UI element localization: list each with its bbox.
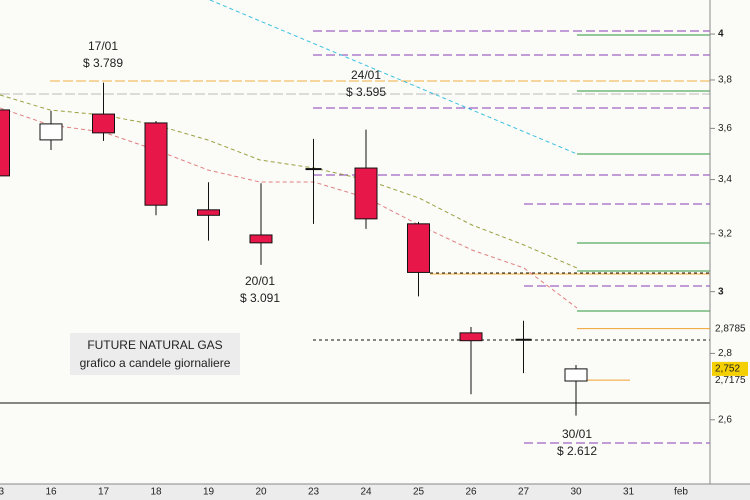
legend-box: FUTURE NATURAL GAS grafico a candele gio…: [70, 333, 240, 375]
candle-body: [144, 122, 168, 206]
x-tick-label: 18: [150, 487, 162, 498]
legend-box-bg: [70, 333, 240, 375]
x-tick-label: 24: [360, 487, 372, 498]
x-axis-band: [0, 484, 750, 500]
y-tick-label: 3,6: [718, 123, 732, 134]
annotation-date: 24/01: [351, 68, 381, 82]
moving-average: [0, 94, 578, 269]
indicator-lines: [0, 0, 710, 444]
annotation-price: $ 3.091: [240, 291, 280, 305]
marker-box: [712, 361, 748, 376]
y-tick-label: 3,8: [718, 75, 732, 86]
candle-body: [0, 109, 10, 177]
x-tick-label: 13: [0, 487, 4, 498]
trend-line: [209, 0, 578, 155]
marker-label: 2,8785: [715, 323, 746, 334]
x-tick-label: 16: [45, 487, 57, 498]
y-tick-label: 3,4: [718, 174, 732, 185]
x-tick-label: 19: [203, 487, 215, 498]
x-tick-label: 31: [623, 487, 635, 498]
x-tick-label: 30: [570, 487, 582, 498]
legend-line: grafico a candele giornaliere: [80, 356, 231, 370]
candle-body: [564, 368, 588, 382]
annotation-date: 30/01: [562, 427, 592, 441]
annotation-date: 20/01: [245, 274, 275, 288]
y-tick-label: 4: [718, 29, 724, 40]
annotation-price: $ 3.789: [83, 56, 123, 70]
annotation-price: $ 2.612: [557, 444, 597, 458]
legend-line: FUTURE NATURAL GAS: [87, 338, 222, 352]
candle-body: [92, 113, 115, 134]
x-tick-label: 26: [465, 487, 477, 498]
y-tick-label: 3: [718, 286, 724, 297]
candle-body: [39, 123, 63, 141]
y-tick-label: 2,6: [718, 414, 732, 425]
x-tick-label: 27: [518, 487, 530, 498]
y-tick-label: 2,8: [718, 348, 732, 359]
x-tick-label: 20: [255, 487, 267, 498]
x-tick-label: 23: [308, 487, 320, 498]
candle-body: [459, 332, 483, 342]
candle-body: [249, 234, 273, 244]
annotation-price: $ 3.595: [346, 85, 386, 99]
y-tick-label: 3,2: [718, 228, 732, 239]
marker-label: 2,7175: [715, 375, 746, 386]
candle-body: [354, 167, 378, 220]
annotation-date: 17/01: [88, 39, 118, 53]
x-tick-label: feb: [674, 487, 688, 498]
x-tick-label: 17: [98, 487, 110, 498]
marker-label: 2,752: [715, 364, 740, 375]
candle-body: [407, 223, 430, 273]
x-tick-label: 25: [413, 487, 425, 498]
moving-average: [0, 107, 578, 309]
candle-body: [197, 209, 220, 216]
